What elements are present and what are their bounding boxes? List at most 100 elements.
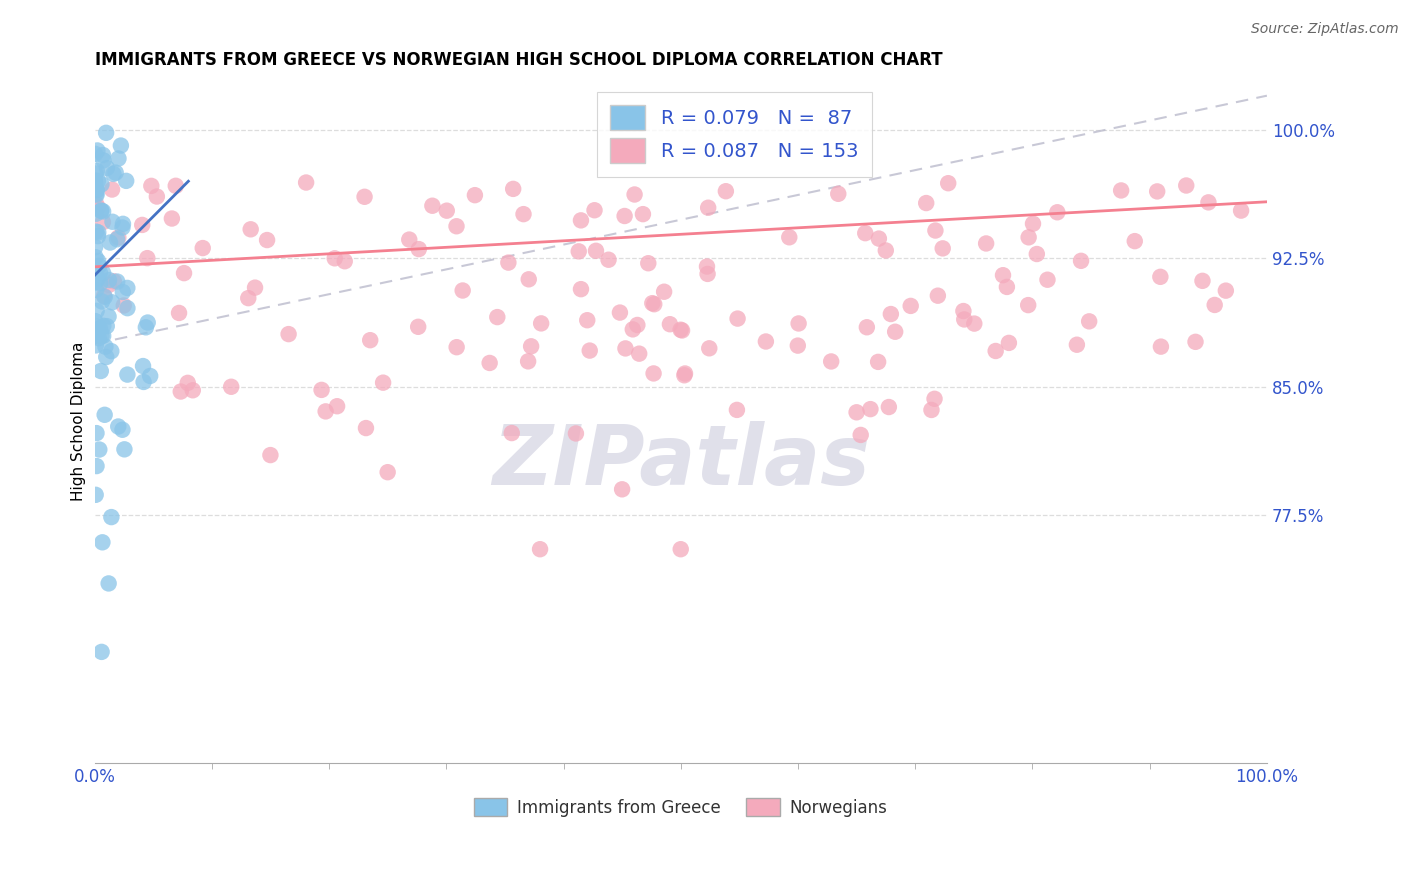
Point [84, 225, 107, 239]
Point [353, 190, 375, 204]
Point [243, 280, 266, 294]
Point [83, 276, 105, 290]
Point [936, 176, 959, 190]
Point [93, 408, 115, 422]
Point [117, 301, 139, 315]
Point [1018, 230, 1040, 244]
Point [219, 380, 242, 394]
Point [91, 204, 114, 219]
Point [84, 240, 107, 254]
Point [101, 215, 124, 229]
Point [920, 403, 942, 417]
Point [87, 272, 110, 286]
Point [87, 229, 110, 244]
Point [98, 273, 121, 287]
Point [107, 419, 129, 434]
Point [105, 275, 128, 289]
Point [565, 426, 588, 441]
Point [1036, 273, 1059, 287]
Point [90, 178, 112, 192]
Point [111, 220, 134, 235]
Point [91, 148, 114, 162]
Text: IMMIGRANTS FROM GREECE VS NORWEGIAN HIGH SCHOOL DIPLOMA CORRELATION CHART: IMMIGRANTS FROM GREECE VS NORWEGIAN HIGH… [94, 51, 942, 69]
Point [177, 376, 200, 390]
Point [91, 328, 114, 343]
Point [94, 290, 117, 304]
Point [915, 196, 938, 211]
Point [924, 223, 946, 237]
Point [924, 392, 946, 406]
Point [931, 241, 953, 255]
Point [1046, 205, 1069, 219]
Point [1022, 217, 1045, 231]
Point [115, 174, 138, 188]
Point [868, 355, 890, 369]
Point [621, 322, 644, 336]
Point [87, 331, 110, 345]
Point [96, 350, 118, 364]
Point [277, 327, 299, 342]
Point [609, 305, 631, 319]
Point [84, 338, 107, 352]
Point [1191, 274, 1213, 288]
Point [583, 203, 606, 218]
Point [83, 173, 105, 187]
Point [84, 314, 107, 328]
Point [87, 201, 110, 215]
Point [696, 267, 718, 281]
Point [446, 219, 468, 234]
Point [436, 203, 458, 218]
Point [87, 174, 110, 188]
Point [1175, 178, 1198, 193]
Point [107, 152, 129, 166]
Point [643, 297, 665, 311]
Point [136, 251, 159, 265]
Point [84, 176, 107, 190]
Point [628, 346, 651, 360]
Point [517, 354, 540, 368]
Point [136, 316, 159, 330]
Point [786, 338, 808, 352]
Point [422, 199, 444, 213]
Point [97, 576, 120, 591]
Point [778, 230, 800, 244]
Point [259, 448, 281, 462]
Point [669, 323, 692, 337]
Point [87, 254, 110, 268]
Point [464, 188, 486, 202]
Point [478, 356, 501, 370]
Point [160, 211, 183, 226]
Point [86, 328, 108, 343]
Point [96, 319, 118, 334]
Point [875, 244, 897, 258]
Point [94, 126, 117, 140]
Point [112, 298, 135, 312]
Point [141, 178, 163, 193]
Point [868, 231, 890, 245]
Point [669, 542, 692, 557]
Y-axis label: High School Diploma: High School Diploma [72, 341, 86, 500]
Point [139, 368, 162, 383]
Point [671, 323, 693, 337]
Point [1146, 185, 1168, 199]
Point [853, 226, 876, 240]
Point [93, 289, 115, 303]
Point [84, 488, 107, 502]
Point [86, 186, 108, 201]
Point [1204, 298, 1226, 312]
Point [354, 421, 377, 435]
Point [97, 310, 120, 324]
Point [89, 266, 111, 280]
Point [576, 313, 599, 327]
Point [93, 153, 115, 168]
Point [398, 233, 420, 247]
Point [117, 368, 139, 382]
Point [787, 317, 810, 331]
Point [111, 285, 134, 299]
Point [512, 207, 534, 221]
Point [86, 144, 108, 158]
Point [1149, 269, 1171, 284]
Point [100, 510, 122, 524]
Point [96, 161, 118, 175]
Point [239, 222, 262, 236]
